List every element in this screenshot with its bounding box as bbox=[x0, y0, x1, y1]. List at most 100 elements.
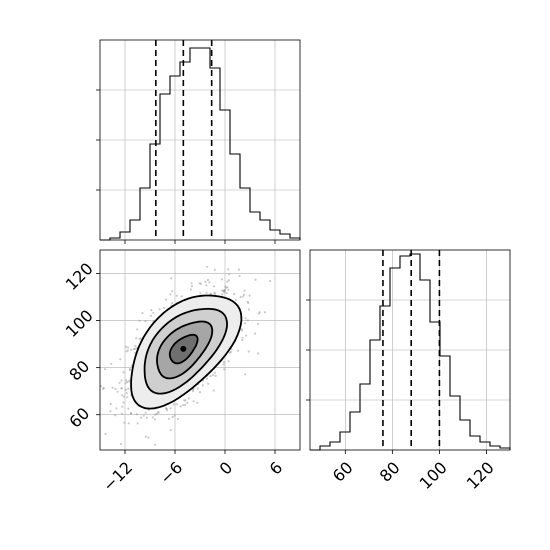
density-point bbox=[120, 412, 123, 415]
density-point bbox=[237, 268, 241, 271]
density-point bbox=[199, 292, 202, 295]
density-point bbox=[144, 411, 147, 414]
density-point bbox=[227, 279, 230, 282]
density-point bbox=[234, 298, 237, 301]
density-point bbox=[142, 414, 145, 417]
density-point bbox=[183, 399, 186, 402]
density-point bbox=[226, 280, 229, 283]
param2-xtick-label-3: 120 bbox=[463, 458, 498, 493]
param2-xtick-label-0: 60 bbox=[329, 458, 357, 486]
param2-xtick-label-2: 100 bbox=[416, 458, 451, 493]
density-point bbox=[135, 413, 138, 416]
density-point bbox=[127, 422, 130, 425]
density-point bbox=[125, 379, 128, 382]
density-point bbox=[121, 394, 124, 397]
density-point bbox=[139, 337, 142, 340]
density-point bbox=[164, 407, 167, 410]
density-point bbox=[100, 385, 102, 388]
density-point bbox=[155, 412, 158, 415]
density-point bbox=[238, 274, 241, 278]
panel-density: −12 −6 0 6 60 80 100 120 bbox=[62, 249, 301, 495]
param2-xtick-label-1: 80 bbox=[376, 458, 404, 486]
density-point bbox=[222, 290, 225, 293]
density-point bbox=[153, 418, 156, 421]
density-point bbox=[227, 288, 230, 291]
density-point bbox=[222, 289, 225, 292]
density-point bbox=[114, 414, 117, 417]
density-point bbox=[257, 312, 261, 315]
density-point bbox=[254, 278, 257, 281]
density-point bbox=[169, 293, 172, 296]
density-point bbox=[130, 348, 133, 351]
density-point bbox=[184, 399, 187, 402]
density-point bbox=[109, 402, 112, 406]
density-center-point bbox=[180, 345, 187, 352]
density-point bbox=[220, 278, 223, 281]
density-point bbox=[103, 368, 107, 371]
density-point bbox=[247, 308, 251, 311]
density-point bbox=[213, 291, 216, 294]
density-point bbox=[179, 405, 182, 408]
density-point bbox=[102, 387, 105, 390]
density-point bbox=[157, 410, 160, 413]
density-point bbox=[186, 401, 189, 404]
density-point bbox=[138, 319, 141, 322]
density-point bbox=[135, 337, 138, 340]
density-point bbox=[225, 291, 228, 295]
density-ytick-label-1: 80 bbox=[65, 357, 93, 385]
density-point bbox=[120, 387, 123, 390]
density-point bbox=[175, 403, 178, 406]
density-point bbox=[192, 400, 195, 403]
density-point bbox=[190, 285, 194, 288]
density-point bbox=[119, 442, 123, 446]
density-contour-2 bbox=[143, 307, 229, 395]
density-point bbox=[162, 307, 166, 310]
density-point bbox=[175, 294, 178, 297]
density-ytick-label-2: 100 bbox=[62, 306, 97, 341]
density-point bbox=[245, 334, 248, 337]
density-point bbox=[205, 284, 208, 287]
density-point bbox=[227, 360, 230, 363]
density-point bbox=[120, 387, 123, 390]
density-point bbox=[240, 328, 243, 331]
density-point bbox=[171, 415, 174, 418]
density-ytick-label-3: 120 bbox=[62, 259, 97, 294]
density-point bbox=[124, 382, 127, 385]
density-point bbox=[167, 417, 170, 420]
density-point bbox=[229, 350, 232, 354]
density-point bbox=[121, 405, 124, 408]
density-point bbox=[165, 407, 168, 410]
density-point bbox=[116, 390, 119, 393]
density-point bbox=[214, 292, 217, 295]
panel-hist-param1 bbox=[96, 39, 301, 244]
density-point bbox=[223, 368, 226, 371]
density-point bbox=[222, 363, 225, 366]
density-point bbox=[182, 404, 185, 407]
density-point bbox=[184, 403, 187, 406]
density-point bbox=[125, 392, 128, 395]
density-point bbox=[153, 443, 157, 446]
density-point bbox=[158, 308, 161, 311]
density-point bbox=[246, 319, 249, 322]
density-point bbox=[171, 302, 174, 305]
density-point bbox=[205, 291, 208, 294]
density-point bbox=[122, 371, 125, 374]
density-point bbox=[122, 401, 125, 404]
density-point bbox=[244, 322, 247, 325]
density-point bbox=[127, 380, 130, 383]
density-point bbox=[119, 358, 122, 361]
density-point bbox=[190, 282, 193, 285]
density-point bbox=[124, 345, 127, 348]
density-point bbox=[134, 347, 137, 350]
density-point bbox=[223, 291, 226, 294]
density-point bbox=[170, 277, 173, 280]
density-point bbox=[206, 265, 209, 268]
density-point bbox=[150, 309, 153, 312]
density-point bbox=[241, 336, 244, 339]
density-point bbox=[225, 286, 228, 289]
density-point bbox=[257, 352, 260, 355]
density-point bbox=[167, 452, 169, 454]
density-point bbox=[122, 395, 126, 398]
panel-density-frame bbox=[99, 249, 301, 451]
